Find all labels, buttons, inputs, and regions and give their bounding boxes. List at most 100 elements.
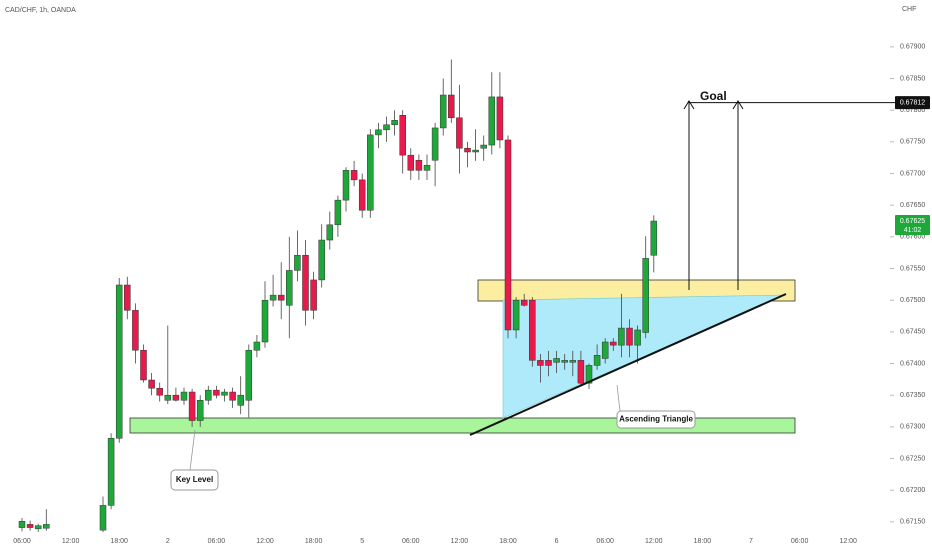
candle-body <box>34 525 42 530</box>
x-tick-label: 18:00 <box>110 538 128 545</box>
goal-price-box <box>895 96 930 110</box>
x-tick-label: 06:00 <box>596 538 614 545</box>
chart-title: CAD/CHF, 1h, OANDA <box>5 7 76 14</box>
x-tick-label: 18:00 <box>305 538 323 545</box>
candle-body <box>537 360 544 366</box>
candle-body <box>431 127 439 161</box>
x-tick-label: 18:00 <box>694 538 712 545</box>
candle-body <box>545 360 552 366</box>
candle-body <box>626 327 633 346</box>
candle-body <box>561 360 568 363</box>
y-tick-label: 0.67300 <box>900 424 925 431</box>
candle-body <box>650 220 658 256</box>
candle-body <box>529 299 536 361</box>
x-tick-label: 6 <box>555 538 559 545</box>
candle-body <box>326 224 334 241</box>
y-tick-label: 0.67900 <box>900 44 925 51</box>
y-tick-label: 0.67850 <box>900 75 925 82</box>
goal-price-label: 0.67812 <box>900 99 925 106</box>
candle-body <box>391 120 398 126</box>
y-tick-label: 0.67700 <box>900 170 925 177</box>
y-tick-label: 0.67600 <box>900 234 925 241</box>
y-tick-label: 0.67150 <box>900 519 925 526</box>
candle-body <box>318 239 325 281</box>
candle-body <box>115 284 123 439</box>
candle-body <box>302 254 309 311</box>
candle-body <box>221 391 228 396</box>
candle-body <box>205 389 212 401</box>
candle-body <box>148 379 155 389</box>
candle-body <box>342 170 350 201</box>
candle-body <box>472 149 479 153</box>
candles <box>18 59 658 532</box>
y-tick-label: 0.67250 <box>900 455 925 462</box>
x-tick-label: 12:00 <box>645 538 663 545</box>
candle-body <box>464 147 471 153</box>
triangle-box <box>616 410 696 429</box>
currency-label: CHF <box>902 6 916 13</box>
candle-body <box>229 391 236 401</box>
candle-body <box>164 394 172 401</box>
x-tick-label: 06:00 <box>402 538 420 545</box>
candle-body <box>277 294 285 301</box>
candle-body <box>286 270 293 306</box>
candle-body <box>334 199 342 226</box>
key-level-text: Key Level <box>176 475 213 484</box>
x-tick-label: 06:00 <box>208 538 226 545</box>
candle-body <box>294 254 301 271</box>
y-tick-label: 0.67550 <box>900 265 925 272</box>
x-tick-label: 7 <box>749 538 753 545</box>
x-tick-label: 12:00 <box>839 538 857 545</box>
candle-body <box>593 355 601 366</box>
candle-body <box>253 341 261 351</box>
candle-body <box>213 389 220 396</box>
candle-body <box>610 341 617 346</box>
y-tick-label: 0.67400 <box>900 360 925 367</box>
x-tick-label: 5 <box>360 538 364 545</box>
candle-body <box>310 279 317 311</box>
pointer <box>189 429 196 471</box>
candle-body <box>156 387 163 396</box>
trend-line <box>469 293 787 436</box>
candle-body <box>350 170 358 181</box>
key-level-box <box>170 469 219 491</box>
candle-body <box>99 505 107 531</box>
candle-body <box>480 144 487 149</box>
candle-body <box>237 394 244 406</box>
candle-body <box>585 365 593 384</box>
x-tick-label: 12:00 <box>451 538 469 545</box>
candle-body <box>172 394 180 401</box>
goal-text: Goal <box>700 89 727 103</box>
price-axis: 0.67150 0.67200 0.67250 0.67300 0.67350 0.674… <box>890 44 925 526</box>
candle-body <box>358 179 366 211</box>
arrow-head <box>732 100 744 110</box>
candle-body <box>196 400 204 421</box>
last-price-box <box>895 215 930 236</box>
x-tick-label: 12:00 <box>62 538 80 545</box>
candle-body <box>496 96 504 141</box>
candle-body <box>188 391 196 421</box>
candle-body <box>569 360 577 363</box>
candle-body <box>423 165 431 171</box>
candle-body <box>439 94 447 129</box>
candle-body <box>43 524 50 529</box>
candle-body <box>18 520 26 528</box>
candle-body <box>407 154 415 171</box>
triangle-text: Ascending Triangle <box>619 415 693 424</box>
pointer <box>616 384 621 412</box>
candle-body <box>504 139 512 331</box>
candle-body <box>375 129 382 136</box>
candle-body <box>26 524 34 528</box>
candle-body <box>448 94 455 119</box>
last-price-label: 0.67625 <box>900 218 925 225</box>
candle-body <box>601 341 609 359</box>
y-tick-label: 0.67650 <box>900 202 925 209</box>
candle-body <box>140 349 147 381</box>
x-tick-label: 2 <box>166 538 170 545</box>
candle-body <box>132 310 139 351</box>
y-tick-label: 0.67500 <box>900 297 925 304</box>
candle-body <box>245 349 253 401</box>
candle-body <box>642 258 649 333</box>
